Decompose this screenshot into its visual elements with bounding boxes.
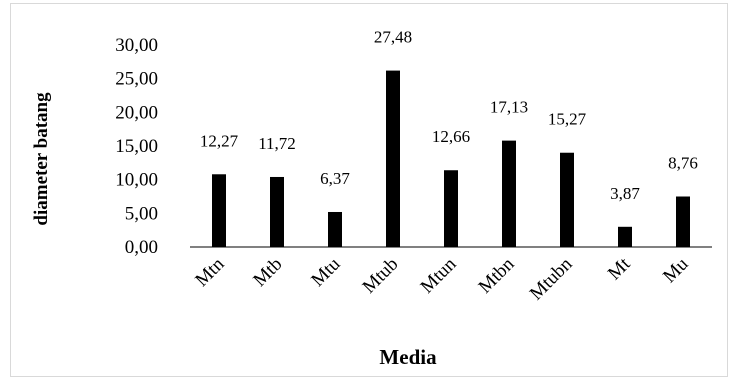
- data-labels: 12,27 11,72 6,37 27,48 12,66 17,13 15,27 3,87 8,…: [200, 28, 698, 203]
- data-label-mtubn: 15,27: [548, 110, 587, 129]
- category-label-mtbn: Mtbn: [475, 253, 519, 297]
- bar-mtun: [444, 170, 458, 247]
- y-tick-label: 25,00: [115, 69, 158, 90]
- bars: [212, 70, 690, 247]
- y-tick-label: 10,00: [115, 170, 158, 191]
- category-label-mtu: Mtu: [307, 253, 345, 291]
- y-tick-label: 20,00: [115, 102, 158, 123]
- data-label-mtb: 11,72: [258, 134, 296, 153]
- data-label-mtbn: 17,13: [490, 98, 528, 117]
- y-tick-label: 30,00: [115, 35, 158, 56]
- data-label-mtub: 27,48: [374, 28, 412, 47]
- data-label-mt: 3,87: [610, 184, 640, 203]
- category-label-mtb: Mtb: [249, 254, 286, 291]
- category-label-mu: Mu: [659, 253, 693, 287]
- bar-mtb: [270, 176, 284, 247]
- x-axis-title: Media: [379, 345, 437, 369]
- y-axis-title: diameter batang: [31, 92, 52, 226]
- x-axis-categories: Mtn Mtb Mtu Mtub Mtun Mtbn Mtubn Mt Mu: [191, 253, 693, 304]
- y-axis-ticks: 0,00 5,00 10,00 15,00 20,00 25,00 30,00: [115, 35, 158, 258]
- bar-mtub: [386, 70, 400, 247]
- category-label-mt: Mt: [604, 253, 635, 284]
- chart-frame: [10, 3, 728, 377]
- bar-mt: [618, 226, 632, 247]
- y-tick-label: 0,00: [125, 237, 158, 258]
- y-tick-label: 15,00: [115, 136, 158, 157]
- bar-mtn: [212, 174, 226, 247]
- data-label-mtn: 12,27: [200, 131, 239, 150]
- category-label-mtubn: Mtubn: [526, 253, 577, 304]
- category-label-mtun: Mtun: [417, 253, 461, 297]
- y-tick-label: 5,00: [125, 203, 158, 224]
- data-label-mu: 8,76: [668, 154, 698, 173]
- data-label-mtun: 12,66: [432, 127, 470, 146]
- data-label-mtu: 6,37: [320, 169, 350, 188]
- bar-mtubn: [560, 152, 574, 247]
- category-label-mtn: Mtn: [191, 253, 229, 291]
- bar-mtu: [328, 211, 342, 247]
- bar-mu: [676, 196, 690, 247]
- category-label-mtub: Mtub: [359, 254, 403, 298]
- bar-mtbn: [502, 140, 516, 247]
